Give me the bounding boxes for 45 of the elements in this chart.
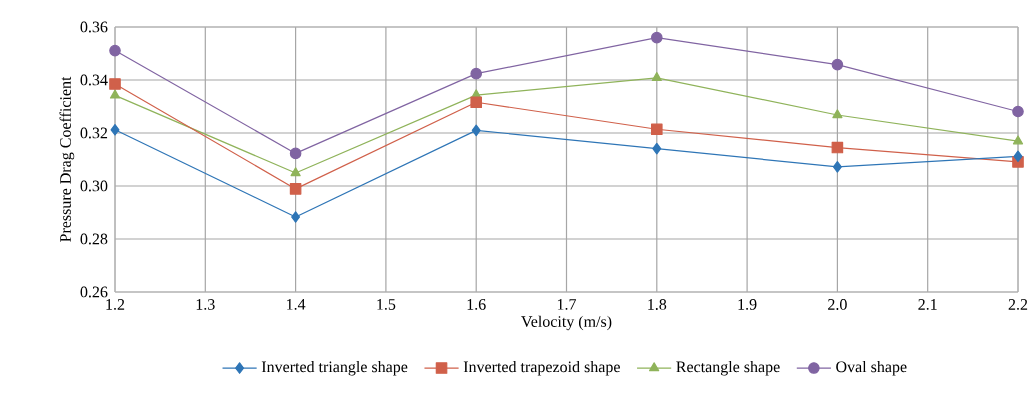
- point: [832, 161, 842, 173]
- point: [651, 31, 663, 44]
- point: [110, 124, 120, 136]
- legend-label: Inverted trapezoid shape: [463, 360, 620, 376]
- x-tick-label: 1.7: [557, 299, 577, 310]
- point: [471, 124, 481, 137]
- y-tick-label: 0.30: [80, 180, 108, 192]
- point: [832, 109, 843, 119]
- point: [831, 141, 844, 154]
- point: [1012, 135, 1024, 145]
- x-axis-title: Velocity (m/s): [521, 315, 612, 331]
- point: [1012, 105, 1024, 118]
- y-tick-label: 0.34: [80, 74, 108, 86]
- x-tick-label: 1.6: [467, 299, 486, 310]
- legend-label: Rectangle shape: [676, 360, 780, 376]
- point: [290, 167, 301, 177]
- point: [289, 183, 302, 195]
- point: [109, 44, 121, 57]
- y-tick-label: 0.32: [80, 127, 108, 139]
- x-tick-label: 1.9: [738, 299, 757, 310]
- point: [1013, 150, 1023, 163]
- point: [652, 142, 662, 155]
- point: [109, 89, 121, 99]
- x-tick-label: 1.8: [648, 299, 667, 310]
- y-axis-title: Pressure Drag Coefficient: [59, 76, 75, 242]
- legend-label: Oval shape: [836, 360, 907, 376]
- point: [291, 211, 301, 223]
- x-tick-label: 1.2: [106, 299, 125, 310]
- y-tick-label: 0.36: [80, 21, 108, 33]
- point: [289, 147, 302, 160]
- x-tick-label: 2.2: [1008, 299, 1028, 310]
- point: [109, 78, 121, 90]
- point: [831, 58, 844, 71]
- y-tick-label: 0.26: [80, 286, 108, 298]
- x-tick-label: 1.4: [287, 299, 306, 310]
- point: [470, 96, 483, 109]
- point: [651, 72, 662, 82]
- point: [470, 67, 483, 80]
- point: [651, 123, 663, 136]
- x-tick-label: 2.0: [828, 299, 847, 310]
- x-tick-label: 1.3: [196, 299, 215, 310]
- x-tick-label: 1.5: [377, 299, 396, 310]
- legend-label: Inverted triangle shape: [261, 360, 408, 376]
- y-tick-label: 0.28: [80, 233, 108, 245]
- x-tick-label: 2.1: [918, 299, 937, 310]
